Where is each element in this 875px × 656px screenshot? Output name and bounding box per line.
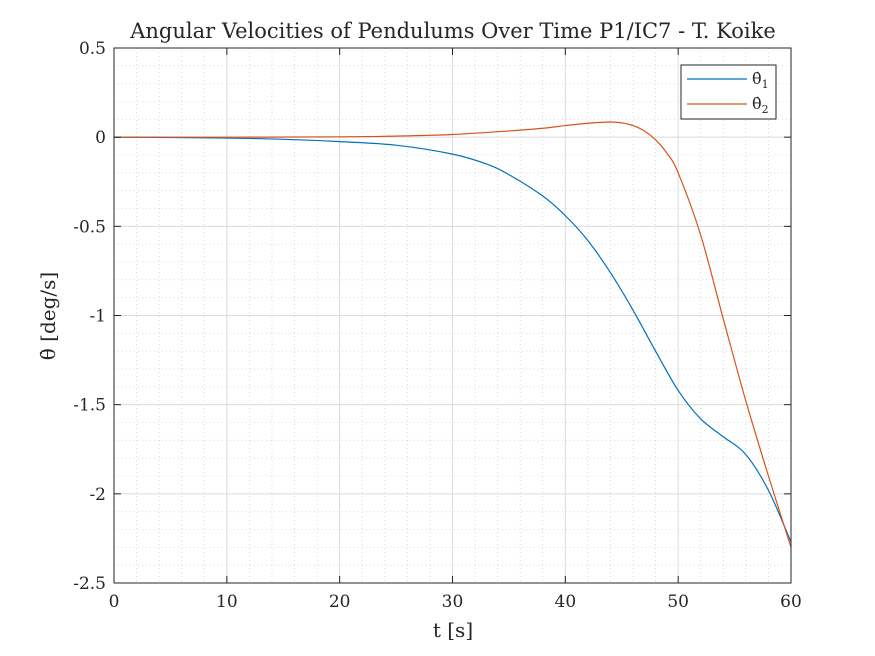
y-tick-label: -2 [89,485,106,505]
x-tick-label: 50 [667,592,689,612]
series-line-theta1 [113,136,792,543]
y-tick-label: -0.5 [73,217,106,237]
x-tick-label: 10 [216,592,238,612]
x-axis-label: t [s] [433,618,473,642]
legend-label-theta2-sub: 2 [762,103,769,116]
tick-labels: 0 10 20 30 40 50 60 0.5 0 -0.5 -1 -1.5 -2 -2.5 [73,39,802,612]
legend-label-theta2-base: θ̇ [752,94,762,113]
legend-label-theta2: θ̇2 [752,94,769,116]
chart-title: Angular Velocities of Pendulums Over Tim… [129,19,776,43]
x-tick-label: 0 [109,592,120,612]
legend: θ̇1 θ̇2 [680,64,777,120]
y-tick-label: -2.5 [73,574,106,594]
series-layer [113,121,792,548]
legend-box [680,64,777,120]
y-tick-label: 0.5 [79,39,106,59]
tick-marks [113,47,792,584]
y-tick-label: -1 [89,307,106,327]
x-tick-label: 40 [555,592,577,612]
y-tick-label: -1.5 [73,396,106,416]
legend-label-theta1-sub: 1 [762,78,769,91]
legend-label-theta1-base: θ̇ [752,69,762,88]
y-tick-label: 0 [95,128,106,148]
x-tick-label: 30 [442,592,464,612]
x-tick-label: 60 [780,592,802,612]
x-tick-label: 20 [329,592,351,612]
series-line-theta2 [113,121,792,548]
legend-label-theta1: θ̇1 [752,69,769,91]
y-axis-label: θ̇ [deg/s] [36,272,60,360]
